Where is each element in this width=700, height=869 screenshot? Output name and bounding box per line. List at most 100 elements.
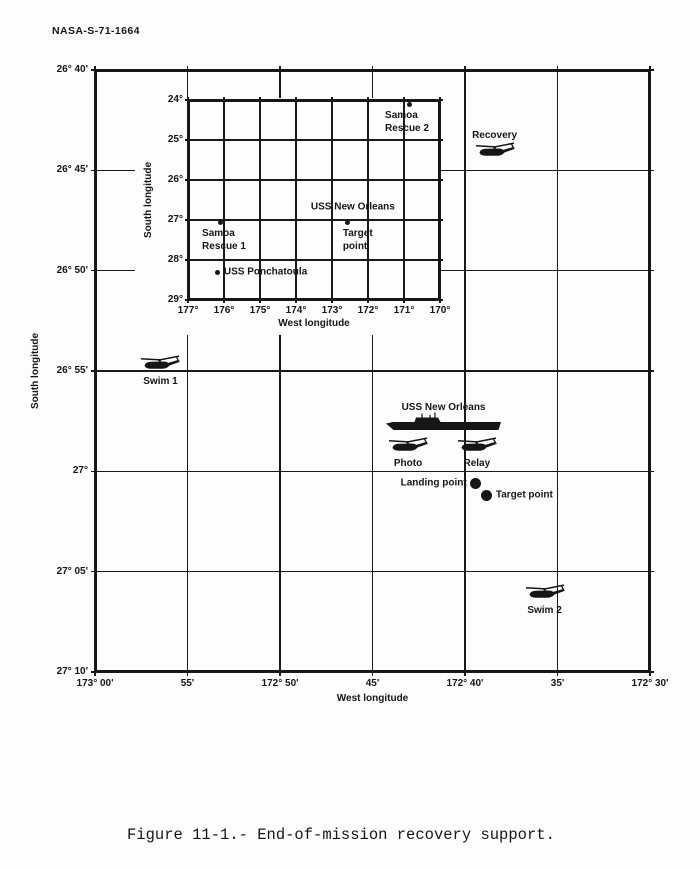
x-tick-label: 172° 30' bbox=[631, 678, 669, 689]
y-tick-label: 27° 10' bbox=[56, 666, 88, 677]
y-tick-label: 26° 50' bbox=[56, 264, 88, 276]
label-line: Target bbox=[342, 228, 373, 239]
grid-line-x bbox=[187, 97, 189, 303]
label-landing-point: Landing point bbox=[401, 477, 467, 490]
point-landing-point bbox=[470, 477, 482, 489]
helicopter-icon bbox=[475, 142, 515, 157]
inset-background bbox=[135, 98, 441, 335]
label-samoa-rescue-1: Samoa Rescue 1 bbox=[202, 227, 246, 253]
point-uss-ponchatoula bbox=[215, 269, 221, 275]
label-line: Rescue 1 bbox=[202, 241, 246, 252]
x-tick-label: 170° bbox=[429, 305, 451, 316]
label-target-point: Target point bbox=[496, 489, 553, 502]
helicopter-icon bbox=[525, 584, 565, 598]
grid-line-x bbox=[331, 97, 333, 303]
label-line: Relay bbox=[463, 458, 491, 470]
plot-border bbox=[188, 100, 440, 300]
label-line: Rescue 2 bbox=[385, 123, 429, 134]
x-tick-label: 173° 00' bbox=[76, 678, 114, 689]
plot-border bbox=[95, 70, 650, 672]
x-tick-label: 175° bbox=[249, 305, 271, 316]
label-recovery: Recovery bbox=[472, 129, 517, 142]
point-relay bbox=[456, 436, 498, 459]
x-tick-label: 174° bbox=[285, 305, 307, 316]
y-tick-label: 24° bbox=[167, 94, 183, 105]
grid-line-y bbox=[185, 219, 443, 221]
label-line: Recovery bbox=[472, 130, 518, 142]
grid-line-y bbox=[185, 259, 443, 261]
label-line: Samoa bbox=[385, 110, 418, 121]
grid-line-y bbox=[185, 139, 443, 141]
label-line: Samoa bbox=[202, 228, 235, 239]
grid-line-x bbox=[367, 97, 369, 303]
y-tick-label: 26° 45' bbox=[56, 164, 88, 176]
point-target-point bbox=[481, 489, 493, 501]
point-target-point bbox=[345, 219, 351, 225]
x-axis-title: West longitude bbox=[278, 318, 350, 329]
grid-line-y bbox=[185, 99, 443, 101]
y-tick-label: 26° 55' bbox=[56, 365, 88, 376]
x-tick-label: 177° bbox=[177, 305, 199, 316]
grid-line-x bbox=[259, 97, 261, 303]
point-swim-2 bbox=[524, 583, 566, 606]
grid-line-x bbox=[403, 97, 405, 303]
label-line: Swim 1 bbox=[143, 376, 178, 388]
grid-line-y bbox=[91, 69, 654, 71]
label-target-point: Target point bbox=[343, 227, 373, 253]
doc-number: NASA-S-71-1664 bbox=[52, 25, 140, 37]
grid-line-x bbox=[295, 97, 297, 303]
y-tick-label: 25° bbox=[167, 134, 183, 145]
label-uss-new-orleans: USS New Orleans bbox=[311, 201, 395, 214]
y-axis-title: South longitude bbox=[143, 161, 154, 239]
x-tick-label: 172° bbox=[357, 305, 379, 316]
label-line: Target point bbox=[495, 489, 553, 501]
label-uss-new-orleans: USS New Orleans bbox=[402, 401, 486, 414]
point-samoa-rescue-1 bbox=[217, 219, 223, 225]
grid-line-y bbox=[91, 470, 654, 472]
label-line: Swim 2 bbox=[527, 605, 562, 617]
y-tick-label: 27° bbox=[72, 465, 88, 477]
y-tick-label: 28° bbox=[167, 254, 183, 265]
label-line: Photo bbox=[393, 458, 423, 470]
point-recovery bbox=[474, 141, 516, 164]
x-tick-label: 45' bbox=[365, 678, 380, 689]
label-line: Landing point bbox=[400, 477, 467, 489]
y-tick-label: 27° 05' bbox=[56, 565, 88, 577]
label-swim-2: Swim 2 bbox=[527, 604, 561, 617]
x-axis-title: West longitude bbox=[336, 693, 409, 704]
figure-caption: Figure 11-1.- End-of-mission recovery su… bbox=[127, 826, 555, 844]
x-tick-label: 55' bbox=[180, 678, 195, 689]
ship-icon bbox=[385, 412, 501, 430]
grid-line-y bbox=[185, 179, 443, 181]
x-tick-label: 172° 40' bbox=[446, 678, 484, 689]
y-tick-label: 29° bbox=[167, 294, 183, 305]
label-uss-ponchatoula: USS Ponchatoula bbox=[224, 266, 307, 279]
grid-line-y bbox=[91, 570, 654, 573]
helicopter-icon bbox=[388, 437, 428, 452]
y-tick-label: 26° 40' bbox=[56, 64, 88, 75]
x-tick-label: 35' bbox=[550, 678, 565, 689]
helicopter-icon bbox=[457, 437, 497, 452]
label-relay: Relay bbox=[463, 457, 490, 470]
y-axis-title: South longitude bbox=[30, 332, 41, 410]
x-tick-label: 176° bbox=[213, 305, 235, 316]
point-photo bbox=[387, 436, 429, 459]
helicopter-icon bbox=[141, 355, 181, 370]
label-samoa-rescue-2: Samoa Rescue 2 bbox=[385, 109, 429, 135]
point-samoa-rescue-2 bbox=[406, 101, 412, 107]
label-line: USS New Orleans bbox=[401, 401, 486, 413]
point-uss-new-orleans bbox=[385, 412, 502, 441]
point-swim-1 bbox=[139, 354, 181, 377]
grid-line-x bbox=[223, 97, 225, 303]
label-line: USS New Orleans bbox=[310, 201, 395, 213]
grid-line-y bbox=[91, 370, 654, 372]
label-photo: Photo bbox=[394, 457, 422, 470]
x-tick-label: 173° bbox=[321, 305, 343, 316]
label-swim-1: Swim 1 bbox=[143, 375, 177, 388]
label-line: point bbox=[342, 241, 368, 252]
x-tick-label: 172° 50' bbox=[261, 678, 299, 689]
y-tick-label: 26° bbox=[167, 174, 183, 185]
label-line: USS Ponchatoula bbox=[223, 266, 308, 278]
